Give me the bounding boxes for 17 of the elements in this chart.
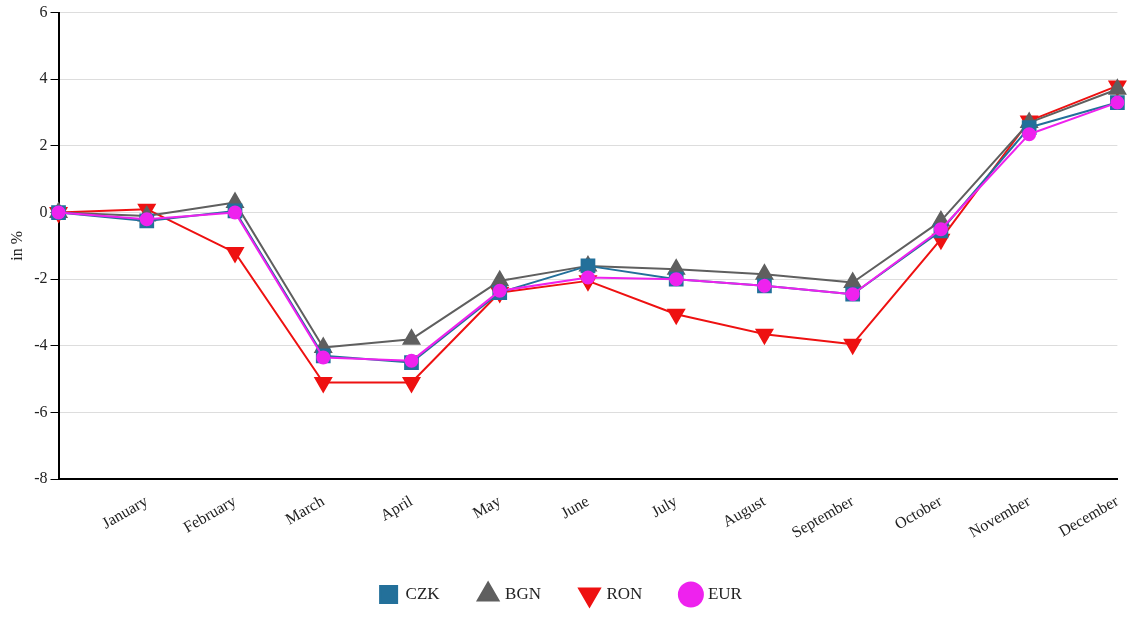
legend-label: RON: [606, 583, 643, 603]
x-tick-label: May: [469, 491, 504, 523]
y-tick-label: -2: [34, 269, 48, 287]
y-tick-label: 0: [39, 202, 48, 220]
y-tick-label: 6: [39, 2, 48, 20]
y-tick-label: -4: [34, 336, 48, 354]
y-tick-label: 4: [39, 69, 48, 87]
x-tick-label: June: [557, 491, 592, 522]
legend-label: BGN: [505, 583, 542, 603]
y-axis-title: in %: [7, 230, 25, 261]
x-tick-label: July: [648, 491, 681, 521]
legend-label: EUR: [707, 583, 743, 603]
y-tick-label: -8: [34, 469, 48, 487]
legend-label: CZK: [405, 583, 441, 603]
y-tick-label: 2: [39, 136, 48, 154]
y-tick-label: -6: [34, 402, 48, 420]
x-tick-label: April: [377, 491, 417, 525]
